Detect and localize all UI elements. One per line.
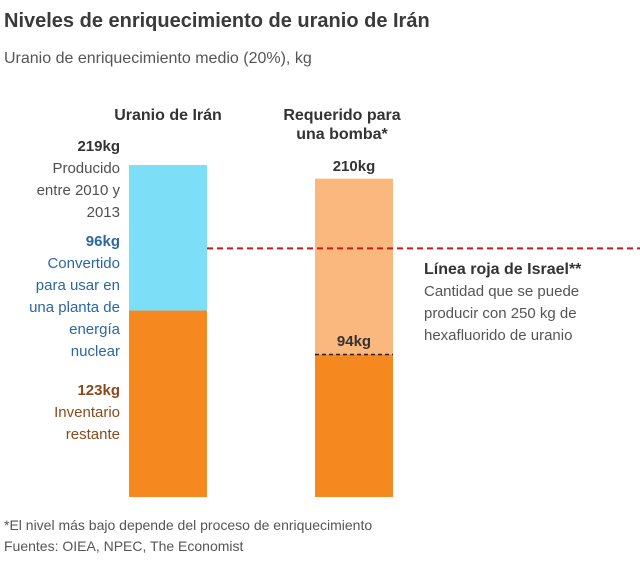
produced-line: entre 2010 y: [36, 182, 120, 199]
red-line-text: producir con 250 kg de: [424, 305, 577, 322]
converted-line: una planta de: [29, 299, 120, 316]
produced-line: Producido: [52, 160, 120, 177]
column-header-bomb-line2: una bomba*: [296, 126, 388, 143]
converted-line: para usar en: [35, 277, 120, 294]
footnote-note: *El nivel más bajo depende del proceso d…: [4, 517, 373, 533]
column-header-iran: Uranio de Irán: [88, 106, 248, 125]
bomb-min-label: 94kg: [337, 333, 371, 350]
annotation-inventory: 123kg Inventario restante: [0, 380, 120, 446]
red-line-text: Cantidad que se puede: [424, 283, 580, 300]
converted-line: Convertido: [47, 255, 120, 272]
annotation-converted: 96kg Convertido para usar en una planta …: [0, 231, 120, 363]
bomb-total-label: 210kg: [333, 158, 376, 175]
footnote-sources: Fuentes: OIEA, NPEC, The Economist: [4, 538, 244, 554]
converted-line: energía: [69, 321, 120, 338]
bar-segment: [129, 310, 207, 497]
bar-segment: [315, 354, 393, 497]
annotation-produced: 219kg Producido entre 2010 y 2013: [0, 136, 120, 224]
bar-segment: [315, 178, 393, 355]
bar-segment: [129, 165, 207, 311]
produced-line: 2013: [86, 204, 120, 221]
column-header-bomb-line1: Requerido para: [283, 107, 401, 124]
converted-value: 96kg: [85, 233, 120, 250]
inventory-value: 123kg: [77, 382, 120, 399]
red-line-heading: Línea roja de Israel**: [424, 261, 582, 278]
footnote: *El nivel más bajo depende del proceso d…: [4, 515, 372, 557]
inventory-line: restante: [65, 426, 120, 443]
converted-line: nuclear: [70, 343, 120, 360]
inventory-line: Inventario: [54, 404, 120, 421]
chart-subtitle: Uranio de enriquecimiento medio (20%), k…: [4, 50, 312, 67]
red-line-text: hexafluorido de uranio: [424, 327, 573, 344]
chart-title: Niveles de enriquecimiento de uranio de …: [4, 10, 430, 32]
column-header-iran-text: Uranio de Irán: [114, 107, 222, 124]
red-line-annotation: Línea roja de Israel** Cantidad que se p…: [424, 259, 581, 347]
column-header-bomb: Requerido para una bomba*: [262, 106, 422, 144]
produced-value: 219kg: [77, 138, 120, 155]
